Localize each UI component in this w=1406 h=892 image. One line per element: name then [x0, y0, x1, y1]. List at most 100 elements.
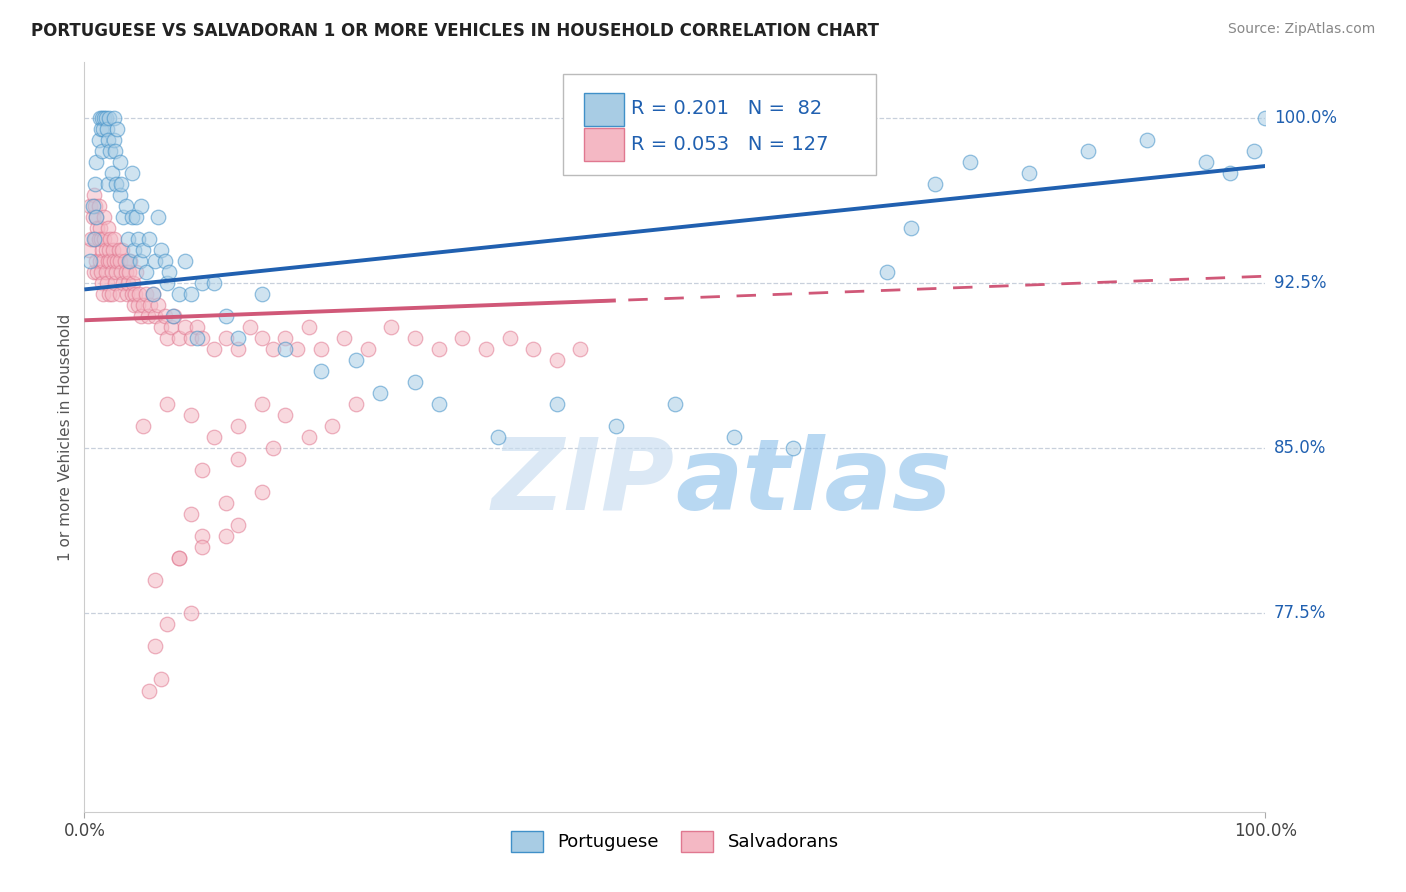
Point	[89, 220, 111, 235]
Point	[129, 309, 152, 323]
Point	[202, 342, 225, 356]
Point	[475, 342, 498, 356]
Point	[250, 286, 273, 301]
Point	[118, 253, 141, 268]
Point	[368, 386, 391, 401]
Point	[121, 276, 143, 290]
Point	[98, 286, 121, 301]
Point	[84, 154, 107, 169]
Point	[97, 132, 120, 146]
Point	[150, 319, 173, 334]
Point	[226, 342, 249, 356]
Point	[103, 253, 125, 268]
Point	[84, 210, 107, 224]
Point	[97, 177, 120, 191]
Point	[143, 640, 166, 654]
Point	[173, 253, 195, 268]
Point	[98, 232, 121, 246]
Text: 77.5%: 77.5%	[1274, 605, 1326, 623]
Point	[664, 397, 686, 411]
Point	[103, 111, 125, 125]
Point	[90, 265, 112, 279]
Point	[87, 132, 110, 146]
Point	[146, 210, 169, 224]
Legend: Portuguese, Salvadorans: Portuguese, Salvadorans	[503, 823, 846, 859]
Point	[82, 199, 104, 213]
Point	[202, 276, 225, 290]
Point	[125, 265, 148, 279]
Point	[128, 253, 150, 268]
Point	[1136, 132, 1159, 146]
Point	[215, 331, 238, 345]
Point	[124, 286, 146, 301]
Point	[107, 253, 129, 268]
Point	[142, 286, 165, 301]
Point	[136, 309, 159, 323]
Point	[108, 187, 131, 202]
Point	[380, 319, 402, 334]
Point	[546, 397, 568, 411]
Point	[121, 210, 143, 224]
Point	[129, 199, 152, 213]
Point	[77, 243, 100, 257]
Point	[274, 342, 297, 356]
Point	[180, 331, 202, 345]
Point	[96, 121, 118, 136]
Point	[191, 331, 214, 345]
Point	[114, 265, 136, 279]
Text: 92.5%: 92.5%	[1274, 274, 1326, 292]
Point	[215, 309, 238, 323]
Point	[159, 319, 181, 334]
Point	[344, 353, 367, 368]
Point	[93, 111, 115, 125]
Point	[110, 177, 132, 191]
Point	[357, 342, 380, 356]
Point	[83, 265, 105, 279]
Point	[84, 199, 107, 213]
Point	[103, 132, 125, 146]
Point	[98, 243, 121, 257]
Point	[90, 121, 112, 136]
Point	[156, 617, 179, 632]
Point	[100, 265, 122, 279]
Point	[138, 683, 160, 698]
Point	[274, 408, 297, 422]
Point	[79, 253, 101, 268]
Point	[146, 298, 169, 312]
Point	[1018, 166, 1040, 180]
Point	[127, 298, 149, 312]
Point	[104, 144, 127, 158]
Point	[108, 154, 131, 169]
Point	[191, 463, 214, 477]
Point	[91, 243, 114, 257]
Point	[202, 430, 225, 444]
Point	[167, 331, 190, 345]
Point	[215, 496, 238, 510]
Point	[115, 286, 138, 301]
Point	[98, 253, 121, 268]
Point	[226, 452, 249, 467]
Point	[121, 166, 143, 180]
Point	[107, 243, 129, 257]
Point	[93, 210, 115, 224]
Point	[186, 331, 208, 345]
Point	[723, 430, 745, 444]
Point	[91, 121, 114, 136]
Point	[498, 331, 520, 345]
Text: atlas: atlas	[675, 434, 952, 531]
Point	[1243, 144, 1265, 158]
Point	[83, 187, 105, 202]
Point	[250, 331, 273, 345]
Point	[87, 232, 110, 246]
Point	[97, 220, 120, 235]
Point	[91, 144, 114, 158]
Point	[138, 232, 160, 246]
Point	[135, 286, 157, 301]
Point	[191, 276, 214, 290]
Point	[122, 243, 145, 257]
Point	[167, 551, 190, 566]
Point	[876, 265, 898, 279]
Point	[97, 253, 120, 268]
Point	[162, 309, 184, 323]
Point	[104, 276, 127, 290]
